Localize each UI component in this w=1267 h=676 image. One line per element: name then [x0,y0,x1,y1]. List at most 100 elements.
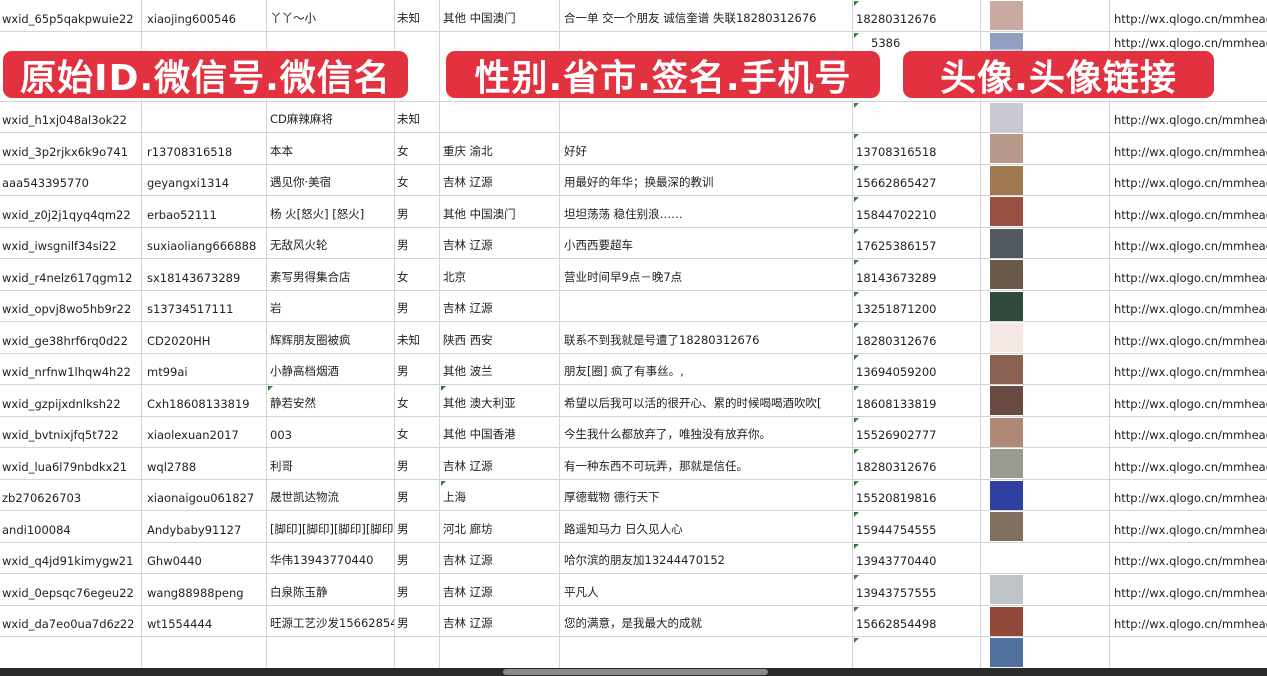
avatar-cell[interactable] [981,385,1110,416]
avatar-cell[interactable] [981,196,1110,227]
avatar-url-cell[interactable]: http://wx.qlogo.cn/mmhead [1114,144,1267,159]
avatar-url-cell[interactable]: http://wx.qlogo.cn/mmhead [1114,428,1267,442]
region-cell[interactable]: 吉林 辽源 [440,448,560,479]
original-id-cell[interactable]: wxid_z0j2j1qyq4qm22 [0,196,142,227]
original-id-cell[interactable]: wxid_65p5qakpwuie22 [0,0,142,31]
phone-cell[interactable]: 18608133819 [853,385,981,416]
avatar-url-cell[interactable]: http://wx.qlogo.cn/mmhead [1114,35,1267,50]
region-cell[interactable]: 其他 波兰 [440,353,560,384]
phone-cell[interactable]: 13943770440 [853,542,981,573]
wechat-id-cell[interactable]: s13734517111 [142,290,267,321]
region-cell[interactable]: 吉林 辽源 [440,227,560,258]
avatar-url-cell[interactable]: http://wx.qlogo.cn/mmhead [1114,585,1267,600]
avatar-url-cell[interactable]: http://wx.qlogo.cn/mmhead [1114,554,1267,568]
avatar-url-cell[interactable]: http://wx.qlogo.cn/mmhead [1114,11,1267,26]
signature-cell[interactable]: 营业时间早9点－晚7点 [560,259,853,290]
original-id-cell[interactable] [0,637,142,668]
avatar-url-cell[interactable]: http://wx.qlogo.cn/mmhead [1114,176,1267,190]
avatar-cell[interactable] [981,574,1110,605]
avatar-url-cell[interactable]: http://wx.qlogo.cn/mmhead [1114,365,1267,379]
signature-cell[interactable]: 厚德载物 德行天下 [560,479,853,510]
gender-cell[interactable]: 男 [395,542,440,573]
wechat-name-cell[interactable]: 白泉陈玉静 [267,574,395,605]
region-cell[interactable]: 其他 中国澳门 [440,196,560,227]
wechat-name-cell[interactable]: 华伟13943770440 [267,542,395,573]
wechat-name-cell[interactable]: 晟世凯达物流 [267,479,395,510]
signature-cell[interactable]: 有一种东西不可玩弄，那就是信任。 [560,448,853,479]
avatar-url-cell[interactable]: http://wx.qlogo.cn/mmhead [1114,617,1267,631]
avatar-cell[interactable] [981,259,1110,290]
avatar-url-cell[interactable]: http://wx.qlogo.cn/mmhead [1114,207,1267,222]
avatar-cell[interactable] [981,479,1110,510]
original-id-cell[interactable]: wxid_r4nelz617qgm12 [0,259,142,290]
original-id-cell[interactable]: wxid_bvtnixjfq5t722 [0,416,142,447]
avatar-cell[interactable] [981,542,1110,573]
wechat-id-cell[interactable]: Andybaby91127 [142,511,267,542]
avatar-cell[interactable] [981,290,1110,321]
phone-cell[interactable]: 15844702210 [853,196,981,227]
signature-cell[interactable]: 路遥知马力 日久见人心 [560,511,853,542]
original-id-cell[interactable]: wxid_iwsgnilf34si22 [0,227,142,258]
avatar-cell[interactable] [981,227,1110,258]
avatar-cell[interactable] [981,101,1110,132]
avatar-url-cell[interactable]: http://wx.qlogo.cn/mmhead [1114,333,1267,348]
gender-cell[interactable]: 男 [395,605,440,636]
region-cell[interactable]: 北京 [440,259,560,290]
gender-cell[interactable]: 男 [395,511,440,542]
wechat-id-cell[interactable]: r13708316518 [142,133,267,164]
original-id-cell[interactable]: wxid_gzpijxdnlksh22 [0,385,142,416]
wechat-id-cell[interactable] [142,101,267,132]
gender-cell[interactable] [395,31,440,101]
gender-cell[interactable]: 女 [395,385,440,416]
original-id-cell[interactable]: wxid_3p2rjkx6k9o741 [0,133,142,164]
phone-cell[interactable]: 15662865427 [853,164,981,195]
gender-cell[interactable]: 女 [395,416,440,447]
wechat-name-cell[interactable]: 旺源工艺沙发15662854 [267,605,395,636]
phone-cell[interactable] [853,637,981,668]
horizontal-scrollbar[interactable] [503,669,768,675]
wechat-name-cell[interactable]: 无敌风火轮 [267,227,395,258]
region-cell[interactable] [440,101,560,132]
signature-cell[interactable]: 合一单 交一个朋友 诚信奎谱 失联18280312676 [560,0,853,31]
avatar-cell[interactable] [981,448,1110,479]
phone-cell[interactable] [853,101,981,132]
wechat-id-cell[interactable]: suxiaoliang666888 [142,227,267,258]
avatar-url-cell[interactable] [1110,637,1267,668]
region-cell[interactable]: 重庆 渝北 [440,133,560,164]
signature-cell[interactable]: 希望以后我可以活的很开心、累的时候喝喝酒吹吹[ [560,385,853,416]
wechat-id-cell[interactable]: Ghw0440 [142,542,267,573]
avatar-cell[interactable] [981,133,1110,164]
original-id-cell[interactable]: wxid_q4jd91kimygw21 [0,542,142,573]
gender-cell[interactable]: 男 [395,479,440,510]
signature-cell[interactable]: 坦坦荡荡 稳住别浪…… [560,196,853,227]
avatar-cell[interactable] [981,322,1110,353]
phone-cell[interactable]: 13694059200 [853,353,981,384]
phone-cell[interactable]: 15526902777 [853,416,981,447]
wechat-id-cell[interactable]: Cxh18608133819 [142,385,267,416]
phone-cell[interactable]: 15944754555 [853,511,981,542]
avatar-cell[interactable] [981,511,1110,542]
signature-cell[interactable]: 联系不到我就是号遭了18280312676 [560,322,853,353]
gender-cell[interactable]: 未知 [395,0,440,31]
avatar-cell[interactable] [981,353,1110,384]
phone-cell[interactable]: 18280312676 [853,322,981,353]
wechat-name-cell[interactable]: 素写男得集合店 [267,259,395,290]
phone-cell[interactable]: 13251871200 [853,290,981,321]
gender-cell[interactable]: 女 [395,133,440,164]
region-cell[interactable] [440,637,560,668]
wechat-name-cell[interactable]: 小静高档烟酒 [267,353,395,384]
region-cell[interactable]: 陕西 西安 [440,322,560,353]
signature-cell[interactable]: 今生我什么都放弃了，唯独没有放弃你。 [560,416,853,447]
avatar-cell[interactable] [981,0,1110,31]
region-cell[interactable]: 其他 澳大利亚 [440,385,560,416]
signature-cell[interactable]: 好好 [560,133,853,164]
region-cell[interactable]: 上海 [440,479,560,510]
wechat-name-cell[interactable]: 杨 火[怒火] [怒火] [267,196,395,227]
avatar-url-cell[interactable]: http://wx.qlogo.cn/mmhead [1114,239,1267,253]
wechat-id-cell[interactable]: sx18143673289 [142,259,267,290]
phone-cell[interactable]: 15520819816 [853,479,981,510]
phone-cell[interactable]: 13708316518 [853,133,981,164]
original-id-cell[interactable]: zb270626703 [0,479,142,510]
signature-cell[interactable]: 朋友[圈] 疯了有事丝。, [560,353,853,384]
avatar-url-cell[interactable]: http://wx.qlogo.cn/mmhead [1114,459,1267,474]
